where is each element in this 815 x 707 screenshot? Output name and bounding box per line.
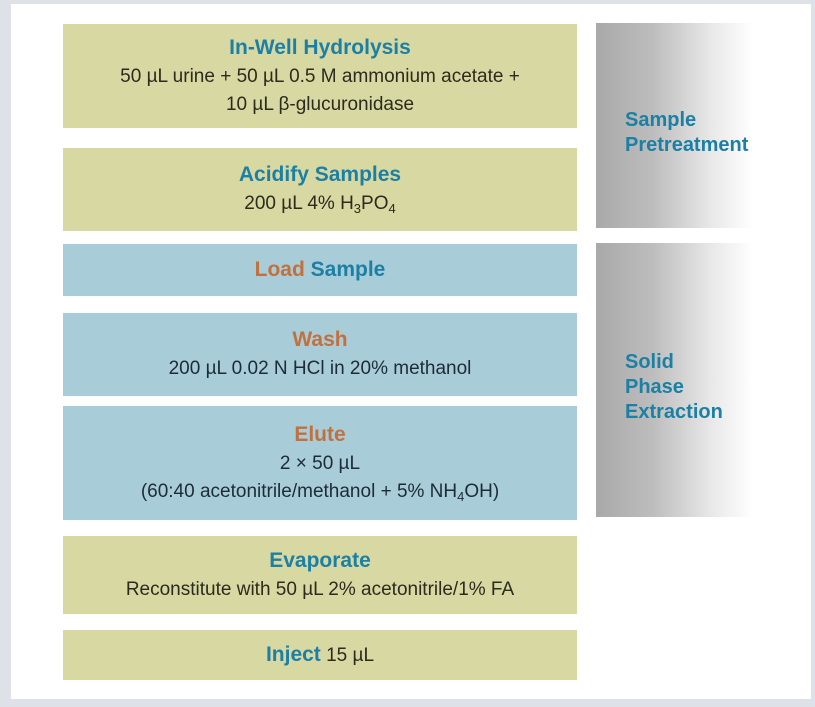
step-text-segment: Evaporate <box>269 548 371 572</box>
step-text-segment: 10 µL β-glucuronidase <box>225 93 415 115</box>
step-text-segment: Wash <box>292 328 348 351</box>
step-text-segment: PO <box>361 193 389 214</box>
step-text-segment: 3 <box>353 201 362 217</box>
step-line: (60:40 acetonitrile/methanol + 5% NH4OH) <box>141 478 499 506</box>
step-line: 10 µL β-glucuronidase <box>226 91 414 119</box>
step-text-segment: 200 µL 0.02 N HCl in 20% methanol <box>168 358 472 379</box>
step-box-in-well-hydrolysis: In-Well Hydrolysis 50 µL urine + 50 µL 0.… <box>63 24 577 128</box>
step-line: Acidify Samples <box>239 161 401 190</box>
step-text-segment: OH) <box>464 480 500 502</box>
steps-column: In-Well Hydrolysis 50 µL urine + 50 µL 0.… <box>11 4 811 699</box>
step-line: Evaporate <box>269 547 371 576</box>
step-box-acidify-samples: Acidify Samples 200 µL 4% H3PO4 <box>63 148 577 231</box>
step-text-segment: (60:40 acetonitrile/methanol + 5% NH <box>140 480 458 502</box>
step-line: Load Sample <box>255 256 386 285</box>
step-line: Inject 15 µL <box>266 641 374 670</box>
step-text-segment: 4 <box>388 201 396 217</box>
step-text-segment: Reconstitute with 50 µL 2% acetonitrile/… <box>125 578 515 600</box>
step-text-segment: 4 <box>457 488 465 504</box>
step-line: 200 µL 4% H3PO4 <box>244 190 395 218</box>
step-text-segment: Sample <box>310 257 386 281</box>
phase-label-solid-phase-extraction: Solid Phase Extraction <box>625 350 758 425</box>
step-text-segment: Elute <box>294 422 346 446</box>
step-box-inject: Inject 15 µL <box>63 630 577 680</box>
phase-label-line: Solid <box>625 350 674 373</box>
phase-label-line: Extraction <box>625 400 723 423</box>
step-line: In-Well Hydrolysis <box>229 34 411 63</box>
phases-column: Sample Pretreatment Solid Phase Extraction <box>11 4 811 699</box>
step-text-segment: Load <box>254 257 311 281</box>
step-text-segment: 2 × 50 µL <box>279 452 361 474</box>
step-line: Wash <box>292 326 347 355</box>
figure-content: In-Well Hydrolysis 50 µL urine + 50 µL 0.… <box>11 4 811 699</box>
step-line: 50 µL urine + 50 µL 0.5 M ammonium aceta… <box>120 63 520 91</box>
step-line: Elute <box>294 421 345 450</box>
phase-label-line: Pretreatment <box>625 133 749 156</box>
step-line: Reconstitute with 50 µL 2% acetonitrile/… <box>126 576 514 604</box>
phase-label-line: Phase <box>625 375 684 398</box>
step-text-segment: Acidify Samples <box>238 163 402 186</box>
step-text-segment: Inject <box>265 642 321 666</box>
phase-box-solid-phase-extraction: Solid Phase Extraction <box>596 243 758 517</box>
phase-label-sample-pretreatment: Sample Pretreatment <box>625 108 758 158</box>
step-line: 2 × 50 µL <box>280 450 360 478</box>
step-line: 200 µL 0.02 N HCl in 20% methanol <box>169 355 472 383</box>
step-text-segment: In-Well Hydrolysis <box>229 35 411 59</box>
step-box-elute: Elute 2 × 50 µL (60:40 acetonitrile/methan… <box>63 406 577 520</box>
step-text-segment: 50 µL urine + 50 µL 0.5 M ammonium aceta… <box>120 65 520 87</box>
step-box-wash: Wash 200 µL 0.02 N HCl in 20% methanol <box>63 313 577 396</box>
step-text-segment: 200 µL 4% H <box>244 193 354 214</box>
step-text-segment: 15 µL <box>320 644 375 666</box>
phase-box-sample-pretreatment: Sample Pretreatment <box>596 23 758 228</box>
step-box-load-sample: Load Sample <box>63 244 577 296</box>
step-box-evaporate: Evaporate Reconstitute with 50 µL 2% acet… <box>63 536 577 614</box>
phase-label-line: Sample <box>625 108 697 131</box>
